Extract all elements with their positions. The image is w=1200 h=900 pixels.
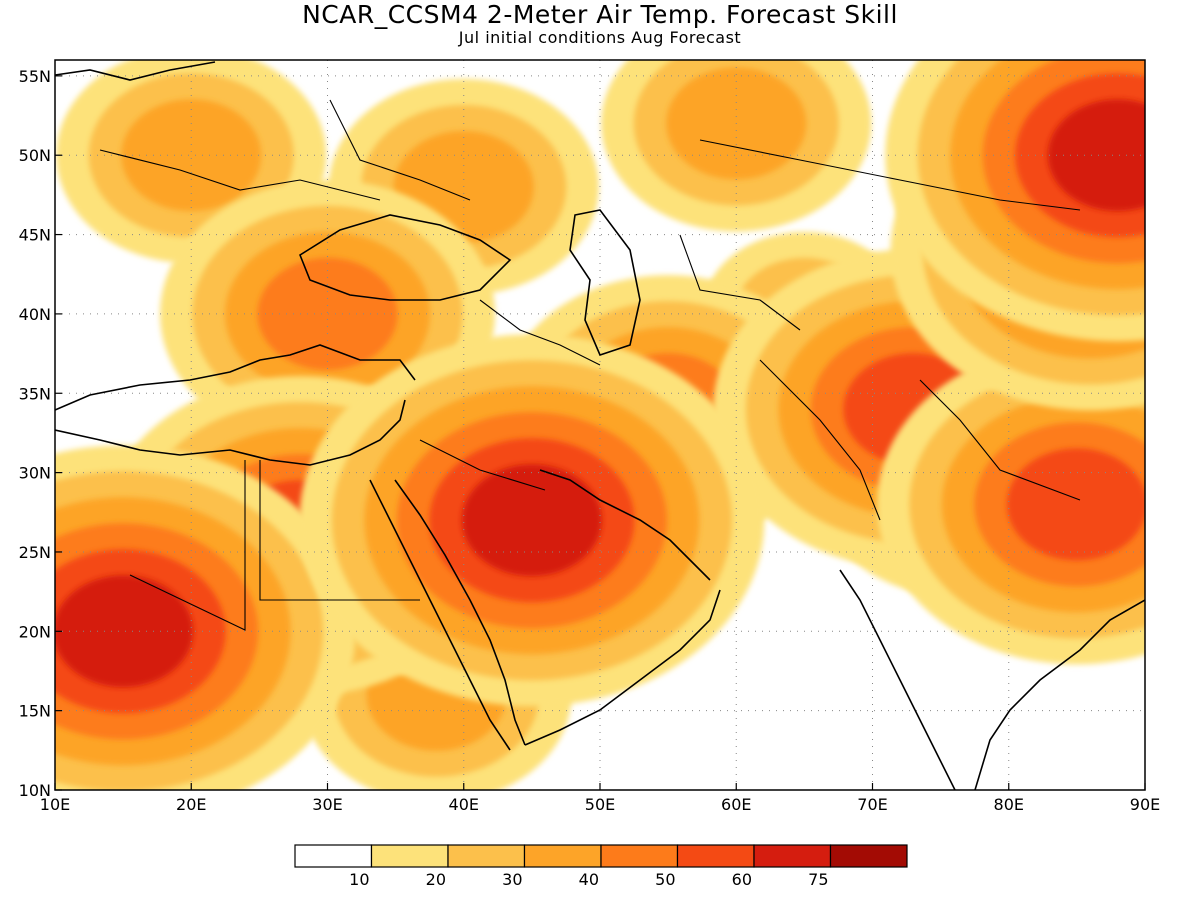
colorbar-swatch <box>370 844 449 868</box>
red-sea-east-coast <box>394 479 526 746</box>
y-tick-label: 30N <box>19 464 51 483</box>
colorbar-swatch <box>600 844 679 868</box>
skill-region-1-level-3 <box>121 99 262 212</box>
x-tick-label: 10E <box>40 795 70 814</box>
caspian-sea-coast <box>569 209 641 356</box>
colorbar-label: 50 <box>655 870 675 889</box>
y-tick-label: 35N <box>19 384 51 403</box>
skill-region-12-level-6 <box>55 575 194 688</box>
colorbar-swatch <box>447 844 526 868</box>
x-tick-label: 30E <box>312 795 342 814</box>
europe-north-coast <box>55 61 216 81</box>
india-east-coast <box>974 599 1145 790</box>
axes: 10E 20E 30E 40E 50E 60E 70E 80E 90E 10N 15N 20N 25N 3… <box>19 67 1161 814</box>
graticule <box>55 60 1145 790</box>
x-tick-label: 60E <box>721 795 751 814</box>
skill-region-10-level-5 <box>1006 448 1145 561</box>
x-tick-label: 70E <box>857 795 887 814</box>
black-sea-coast <box>299 214 512 301</box>
colorbar-swatch <box>294 844 373 868</box>
colorbar-label: 30 <box>502 870 522 889</box>
chart-subtitle: Jul initial conditions Aug Forecast <box>458 28 742 47</box>
skill-region-6-level-4 <box>257 257 398 370</box>
mediterranean-coast-north <box>55 344 416 411</box>
colorbar-label: 75 <box>808 870 828 889</box>
y-tick-label: 15N <box>19 702 51 721</box>
coastlines <box>55 61 1145 790</box>
y-tick-label: 40N <box>19 305 51 324</box>
y-tick-label: 45N <box>19 226 51 245</box>
mediterranean-coast-south <box>55 399 406 466</box>
x-tick-label: 20E <box>176 795 206 814</box>
y-tick-label: 50N <box>19 146 51 165</box>
skill-region-14-level-6 <box>1047 99 1145 212</box>
x-tick-label: 40E <box>449 795 479 814</box>
y-tick-label: 55N <box>19 67 51 86</box>
red-sea-west-coast <box>369 479 511 751</box>
colorbar-label: 60 <box>732 870 752 889</box>
skill-region-13-level-6 <box>461 464 602 577</box>
colorbar-label: 20 <box>426 870 446 889</box>
colorbar-label: 10 <box>349 870 369 889</box>
colorbar-swatch <box>523 844 602 868</box>
country-borders <box>99 99 1081 631</box>
india-west-coast <box>839 569 956 790</box>
colorbar-swatch <box>753 844 832 868</box>
x-tick-label: 80E <box>994 795 1024 814</box>
skill-field-layer <box>55 60 1145 790</box>
y-tick-label: 10N <box>19 781 51 800</box>
x-tick-label: 90E <box>1130 795 1160 814</box>
chart-title: NCAR_CCSM4 2-Meter Air Temp. Forecast Sk… <box>302 0 898 29</box>
colorbar-swatch <box>676 844 755 868</box>
persian-gulf-coast <box>539 469 711 581</box>
colorbar-label: 40 <box>579 870 599 889</box>
x-tick-label: 50E <box>585 795 615 814</box>
colorbar: 10 20 30 40 50 60 75 <box>294 844 908 889</box>
colorbar-swatch <box>829 844 908 868</box>
arabia-south-coast <box>524 589 721 746</box>
y-tick-label: 20N <box>19 622 51 641</box>
y-tick-label: 25N <box>19 543 51 562</box>
